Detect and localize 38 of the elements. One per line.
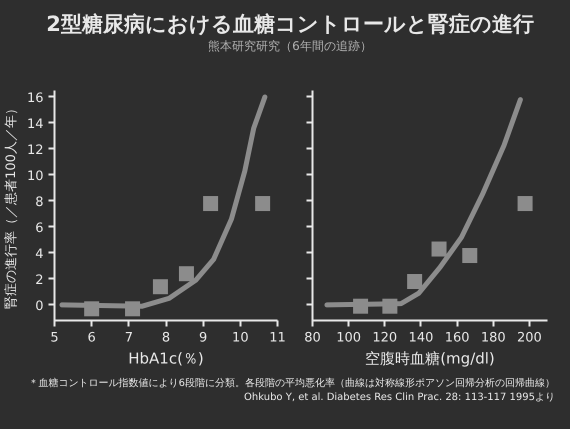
y-tick-label: 0 (35, 298, 44, 314)
point (407, 274, 422, 290)
point (432, 242, 447, 257)
point (255, 196, 270, 212)
text: ＊血糖コントロール指数値により6段階に分類。各段階の平均悪化率（曲線は対称線形ポアソン回帰分析の回帰曲線） (28, 377, 555, 391)
point (203, 196, 218, 212)
chart-title: 2型糖尿病における血糖コントロールと腎症の進行 (45, 11, 535, 38)
y-axis-title: 腎症の進行率（／患者100人／年） (2, 102, 19, 309)
point (178, 266, 194, 282)
x-tick-label: 6 (88, 330, 96, 346)
point (518, 196, 533, 212)
x-tick-label: 180 (480, 330, 506, 346)
x-axis-title: 空腹時血糖(mg/dl) (365, 350, 495, 368)
x-tick-label: 160 (444, 330, 470, 346)
y-tick-label: 12 (26, 142, 44, 158)
x-tick-label: 9 (199, 330, 208, 346)
text: Ohkubo Y, et al. Diabetes Res Clin Prac. 28: 113-117 1995より (243, 391, 555, 406)
y-tick-label: 8 (35, 194, 44, 210)
x-tick-label: 120 (372, 330, 398, 346)
point (152, 279, 168, 294)
chart-subtitle: 熊本研究研究（6年間の追跡） (207, 38, 373, 56)
y-tick-label: 2 (35, 272, 44, 288)
x-tick-label: 8 (162, 330, 170, 346)
y-tick-label: 14 (26, 116, 44, 132)
x-tick-label: 140 (408, 330, 434, 346)
y-tick-label: 16 (26, 90, 44, 106)
x-tick-label: 200 (517, 330, 542, 346)
x-tick-label: 100 (336, 330, 362, 346)
x-tick-label: 7 (124, 330, 133, 346)
x-tick-label: 10 (232, 330, 249, 346)
y-tick-label: 4 (35, 246, 44, 262)
y-tick-label: 10 (26, 168, 44, 184)
x-axis-title: HbA1c(％) (128, 350, 204, 368)
x-tick-label: 5 (50, 330, 59, 346)
point (462, 248, 478, 264)
x-tick-label: 11 (269, 330, 286, 346)
y-tick-label: 6 (35, 220, 44, 236)
x-tick-label: 80 (304, 330, 321, 346)
